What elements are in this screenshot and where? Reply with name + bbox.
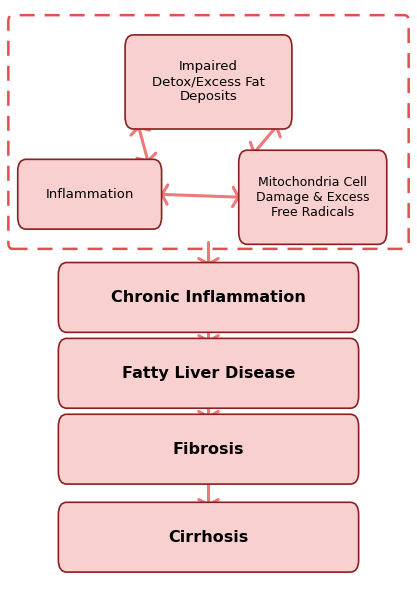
Text: Fibrosis: Fibrosis [173,442,244,456]
FancyBboxPatch shape [58,262,359,333]
Text: Mitochondria Cell
Damage & Excess
Free Radicals: Mitochondria Cell Damage & Excess Free R… [256,176,369,219]
Text: Impaired
Detox/Excess Fat
Deposits: Impaired Detox/Excess Fat Deposits [152,61,265,103]
FancyBboxPatch shape [18,159,161,229]
Text: Inflammation: Inflammation [45,188,134,201]
Text: Cirrhosis: Cirrhosis [168,530,249,544]
FancyBboxPatch shape [125,35,292,129]
FancyBboxPatch shape [58,503,359,572]
FancyBboxPatch shape [58,338,359,408]
Text: Chronic Inflammation: Chronic Inflammation [111,290,306,305]
FancyBboxPatch shape [239,150,387,244]
Text: Fatty Liver Disease: Fatty Liver Disease [122,366,295,381]
FancyBboxPatch shape [58,414,359,484]
